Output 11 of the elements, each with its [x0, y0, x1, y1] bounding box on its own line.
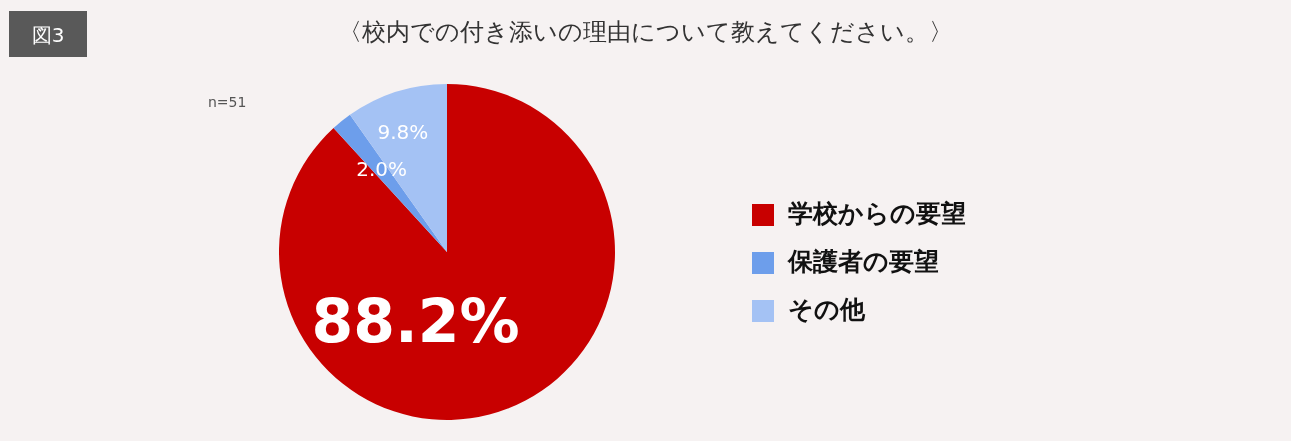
text: n=51 [208, 94, 247, 110]
legend-label: その他 [788, 295, 866, 324]
pie-slice [333, 114, 447, 252]
pie-slice [349, 84, 447, 252]
pie-slice [279, 84, 615, 420]
legend-label: 学校からの要望 [788, 199, 966, 228]
legend-label: 保護者の要望 [787, 247, 939, 276]
caption: 図3 [31, 23, 65, 47]
chart-title: 〈校内での付き添いの理由について教えてください。〉 [337, 18, 953, 46]
data-label: 88.2% [311, 286, 520, 357]
data-label: 9.8% [377, 120, 429, 145]
